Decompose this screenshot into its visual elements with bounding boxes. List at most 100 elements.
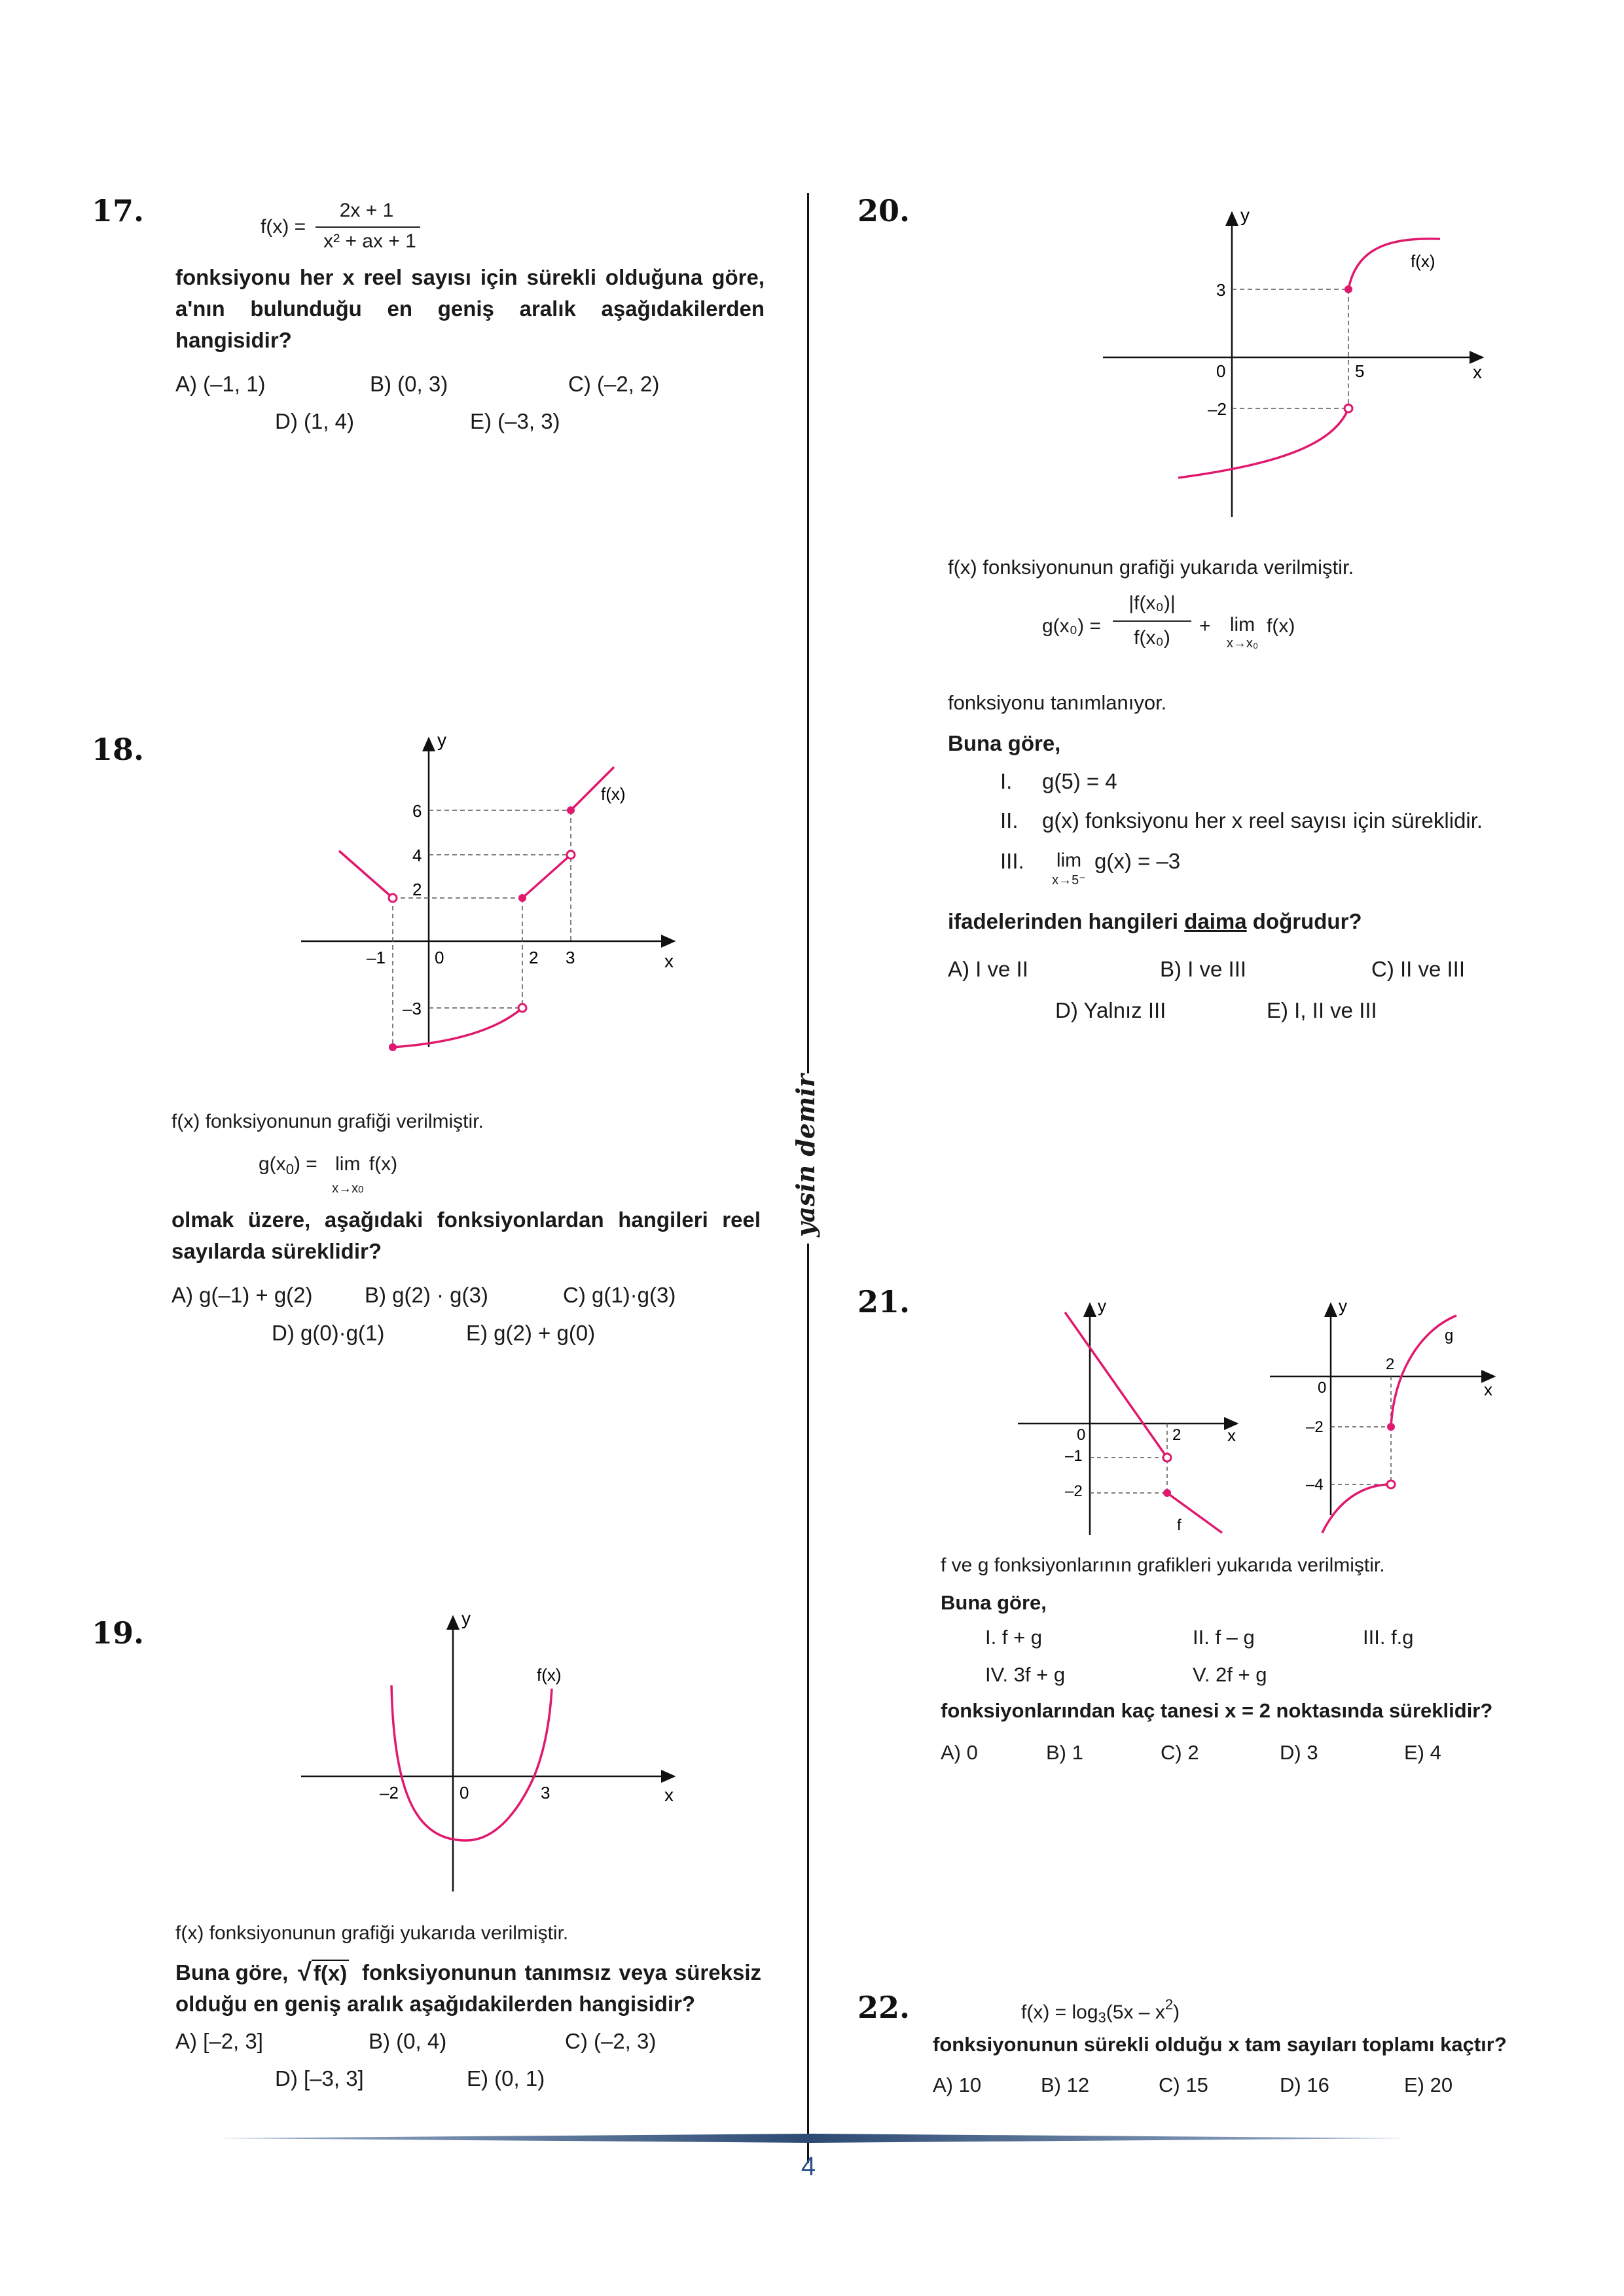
q20-def-fraction-bar xyxy=(1113,620,1191,622)
q20-def-fx: f(x) xyxy=(1267,615,1295,637)
q18-middle-branch xyxy=(521,853,572,899)
q20-def-plus: + xyxy=(1199,615,1211,637)
q18-ytick-m3: –3 xyxy=(403,999,422,1018)
q18-option-b[interactable]: B) g(2) · g(3) xyxy=(365,1283,488,1307)
q22-option-c[interactable]: C) 15 xyxy=(1159,2073,1208,2096)
q17-denominator: x² + ax + 1 xyxy=(323,230,416,252)
author-signature: yasin demir xyxy=(791,1074,820,1237)
q18-option-a[interactable]: A) g(–1) + g(2) xyxy=(171,1283,313,1307)
q21-item-4: IV. 3f + g xyxy=(985,1663,1066,1686)
q20-xtick-5: 5 xyxy=(1355,361,1364,381)
q18-option-c[interactable]: C) g(1)·g(3) xyxy=(563,1283,676,1307)
q18-definition: g(x0) = lim x→x0 f(x) xyxy=(259,1153,398,1196)
q21f-ytick-m1: –1 xyxy=(1065,1447,1083,1465)
q19-option-e[interactable]: E) (0, 1) xyxy=(467,2066,545,2090)
q19-option-d[interactable]: D) [–3, 3] xyxy=(275,2066,364,2090)
q18-y-label: y xyxy=(437,730,446,750)
q18-graph: y x f(x) –1 0 2 3 6 4 2 –3 xyxy=(301,730,676,1051)
q18-ytick-4: 4 xyxy=(412,846,422,865)
q21g-curve-label: g xyxy=(1445,1327,1453,1344)
q19-stem-b: fonksiyonunun tanımsız veya süreksiz old… xyxy=(175,1960,761,2016)
q18-ytick-2: 2 xyxy=(412,880,422,899)
q19-option-c[interactable]: C) (–2, 3) xyxy=(565,2029,657,2053)
q21-option-b[interactable]: B) 1 xyxy=(1046,1741,1083,1764)
q17-stem: fonksiyonu her x reel sayısı için sürekl… xyxy=(175,265,765,352)
q19-stem-a: Buna göre, xyxy=(175,1960,289,1984)
q21g-upper-branch xyxy=(1390,1314,1457,1427)
question-17-number: 17. xyxy=(92,193,145,228)
q20-xtick-0: 0 xyxy=(1216,361,1225,381)
q21f-xtick-2: 2 xyxy=(1172,1426,1181,1444)
q19-curve-label: f(x) xyxy=(537,1665,562,1685)
question-20-number: 20. xyxy=(857,193,911,228)
q21-item-1: I. f + g xyxy=(985,1626,1043,1649)
q18-option-d[interactable]: D) g(0)·g(1) xyxy=(272,1321,385,1345)
q21-option-a[interactable]: A) 0 xyxy=(941,1741,978,1764)
q20-ytick-3: 3 xyxy=(1216,280,1225,300)
question-18-number: 18. xyxy=(92,732,145,767)
q20-y-label: y xyxy=(1240,205,1250,225)
q22-option-a[interactable]: A) 10 xyxy=(933,2073,982,2096)
q20-item-3-lim: lim x→5⁻ xyxy=(1052,850,1086,888)
q21-buna: Buna göre, xyxy=(941,1591,1047,1614)
q22-option-b[interactable]: B) 12 xyxy=(1041,2073,1090,2096)
q21-graph-f: y x f 0 2 –1 –2 xyxy=(1018,1296,1239,1535)
q21g-x-label: x xyxy=(1484,1380,1492,1399)
q20-defined: fonksiyonu tanımlanıyor. xyxy=(948,691,1167,714)
q19-sqrt: √f(x) xyxy=(298,1957,350,1989)
q20-option-e[interactable]: E) I, II ve III xyxy=(1267,998,1377,1022)
question-21-number: 21. xyxy=(857,1284,911,1319)
question-19-number: 19. xyxy=(92,1615,145,1651)
q20-item-1: g(5) = 4 xyxy=(1042,769,1117,793)
q18-xtick-m1: –1 xyxy=(367,948,386,967)
q21-option-e[interactable]: E) 4 xyxy=(1404,1741,1441,1764)
q19-option-b[interactable]: B) (0, 4) xyxy=(369,2029,447,2053)
q20-def-lhs: g(x₀) = xyxy=(1042,615,1101,637)
signature-gap xyxy=(785,1073,831,1244)
q21f-y-label: y xyxy=(1098,1296,1106,1316)
q20-x-label: x xyxy=(1473,362,1482,382)
q19-y-label: y xyxy=(461,1608,471,1628)
q20-option-c[interactable]: C) II ve III xyxy=(1371,957,1466,981)
q20-option-a[interactable]: A) I ve II xyxy=(948,957,1028,981)
q21g-y-label: y xyxy=(1339,1296,1347,1316)
q20-ytick-m2: –2 xyxy=(1208,399,1227,419)
q21-item-2: II. f – g xyxy=(1193,1626,1255,1649)
q20-option-b[interactable]: B) I ve III xyxy=(1160,957,1247,981)
q18-xtick-2: 2 xyxy=(529,948,538,967)
q17-option-c[interactable]: C) (–2, 2) xyxy=(568,372,660,396)
q20-def-lim: lim x→x₀ xyxy=(1226,614,1259,651)
q17-option-b[interactable]: B) (0, 3) xyxy=(370,372,448,396)
q17-numerator: 2x + 1 xyxy=(339,200,394,221)
q19-x-label: x xyxy=(664,1785,674,1805)
q20-intro: f(x) fonksiyonunun grafiği yukarıda veri… xyxy=(948,556,1354,579)
q18-xtick-0: 0 xyxy=(435,948,444,967)
q17-option-e[interactable]: E) (–3, 3) xyxy=(470,409,560,433)
q21-option-c[interactable]: C) 2 xyxy=(1161,1741,1199,1764)
q20-graph: y x f(x) 0 5 3 –2 xyxy=(1103,205,1485,517)
q20-def-denominator: f(x₀) xyxy=(1134,627,1170,649)
q19-option-a[interactable]: A) [–2, 3] xyxy=(175,2029,263,2053)
q21f-ytick-m2: –2 xyxy=(1065,1482,1083,1500)
q17-option-d[interactable]: D) (1, 4) xyxy=(275,409,355,433)
q21-item-3: III. f.g xyxy=(1363,1626,1414,1649)
q20-item-1-roman: I. xyxy=(1000,769,1013,793)
q17-option-a[interactable]: A) (–1, 1) xyxy=(175,372,266,396)
q22-option-e[interactable]: E) 20 xyxy=(1404,2073,1453,2096)
q17-fx-label: f(x) = xyxy=(261,216,306,238)
q18-option-e[interactable]: E) g(2) + g(0) xyxy=(466,1321,596,1345)
q20-option-d[interactable]: D) Yalnız III xyxy=(1055,998,1166,1022)
q20-lower-branch xyxy=(1178,408,1350,479)
q22-option-d[interactable]: D) 16 xyxy=(1280,2073,1329,2096)
q18-ytick-6: 6 xyxy=(412,801,422,821)
q19-xtick-m2: –2 xyxy=(380,1783,399,1803)
q18-xtick-3: 3 xyxy=(566,948,575,967)
q20-stem: ifadelerinden hangileri daima doğrudur? xyxy=(948,909,1362,933)
q19-graph: y x f(x) –2 0 3 xyxy=(301,1608,676,1892)
q21f-xtick-0: 0 xyxy=(1077,1426,1085,1444)
q21-option-d[interactable]: D) 3 xyxy=(1280,1741,1318,1764)
footer-separator xyxy=(216,2134,1407,2143)
q17-fraction-bar xyxy=(316,226,420,228)
q18-stem: olmak üzere, aşağıdaki fonksiyonlardan h… xyxy=(171,1208,761,1263)
q18-lower-branch xyxy=(392,1007,524,1049)
